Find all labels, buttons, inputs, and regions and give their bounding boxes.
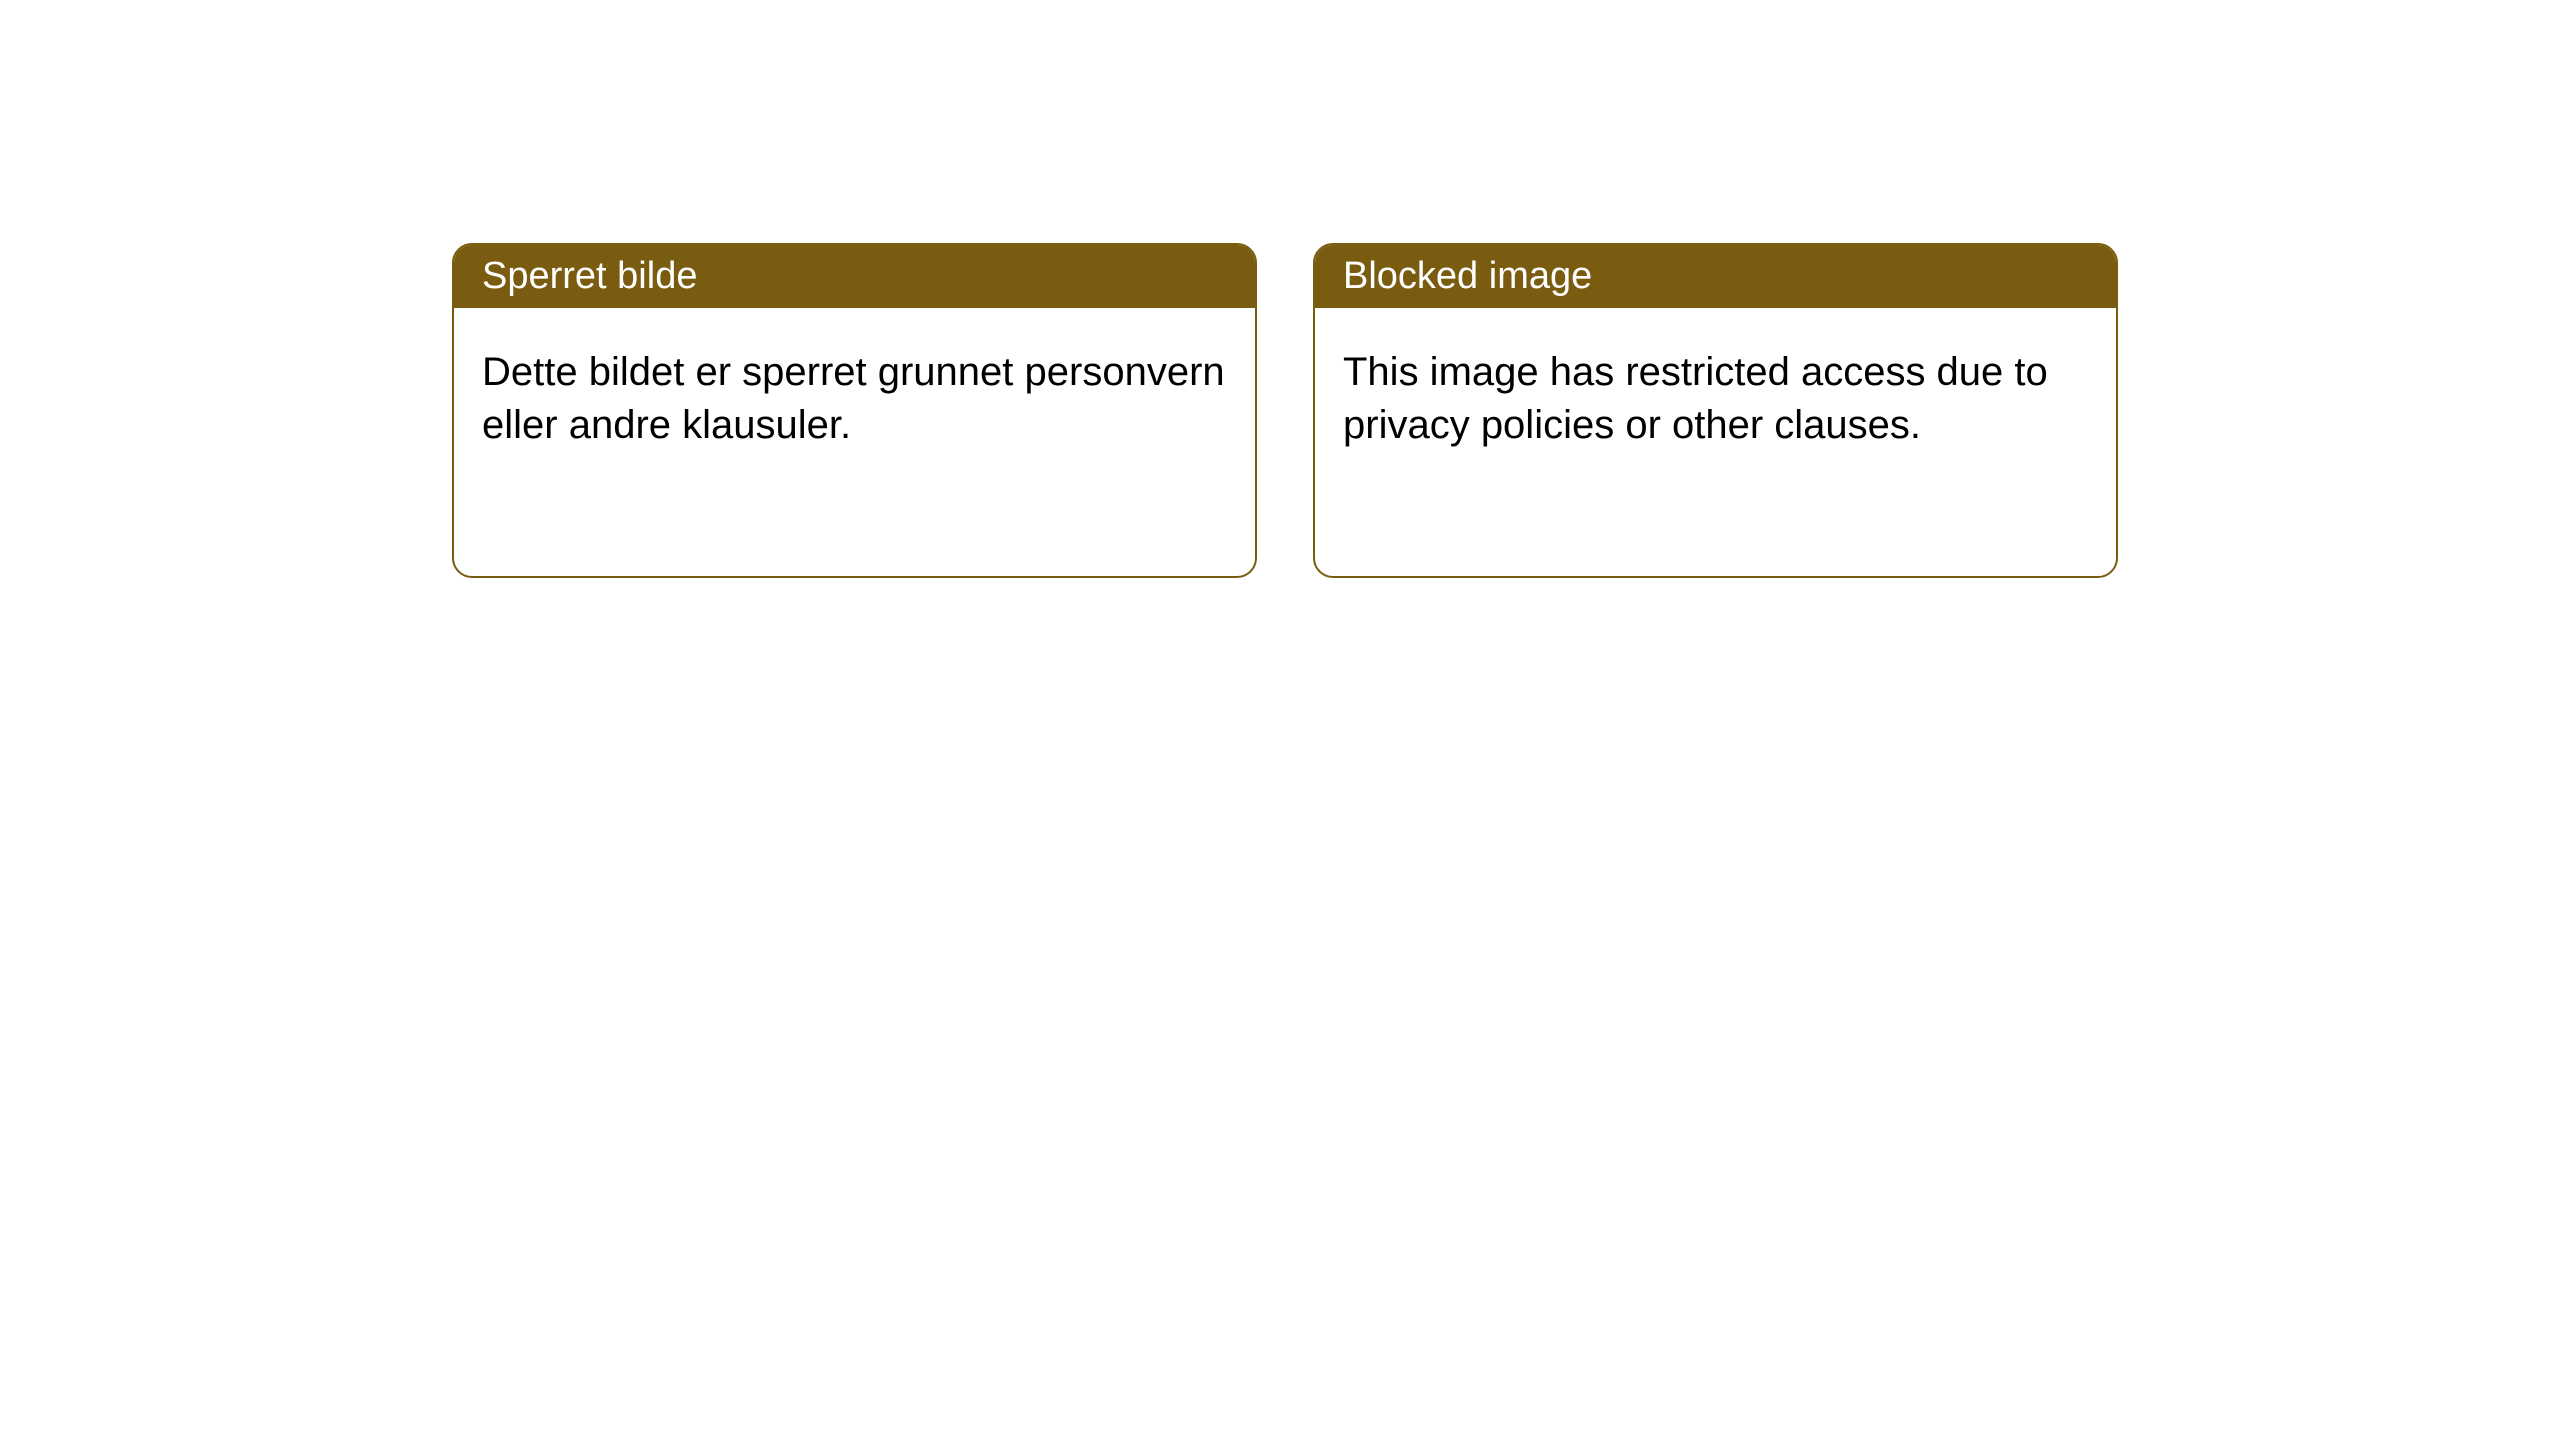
cards-container: Sperret bilde Dette bildet er sperret gr… xyxy=(0,0,2560,578)
blocked-image-card-en: Blocked image This image has restricted … xyxy=(1313,243,2118,578)
card-body-en: This image has restricted access due to … xyxy=(1315,308,2116,490)
card-header-en: Blocked image xyxy=(1315,245,2116,308)
blocked-image-card-no: Sperret bilde Dette bildet er sperret gr… xyxy=(452,243,1257,578)
card-title-no: Sperret bilde xyxy=(482,255,697,297)
card-title-en: Blocked image xyxy=(1343,255,1592,297)
card-header-no: Sperret bilde xyxy=(454,245,1255,308)
card-text-no: Dette bildet er sperret grunnet personve… xyxy=(482,350,1225,447)
card-text-en: This image has restricted access due to … xyxy=(1343,350,2048,447)
card-body-no: Dette bildet er sperret grunnet personve… xyxy=(454,308,1255,490)
